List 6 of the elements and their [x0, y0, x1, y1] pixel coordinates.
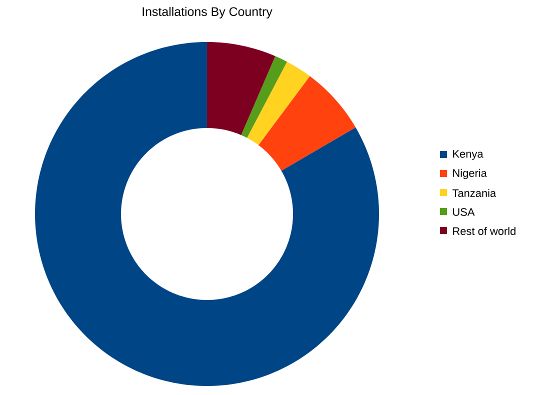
legend-label: Nigeria: [453, 168, 487, 180]
legend-label: Tanzania: [452, 188, 496, 198]
legend-label: Kenya: [453, 150, 484, 160]
legend-label: Rest of world: [453, 226, 516, 236]
legend-label: USA: [453, 208, 475, 216]
chart-title: Installations By Country: [142, 6, 272, 18]
